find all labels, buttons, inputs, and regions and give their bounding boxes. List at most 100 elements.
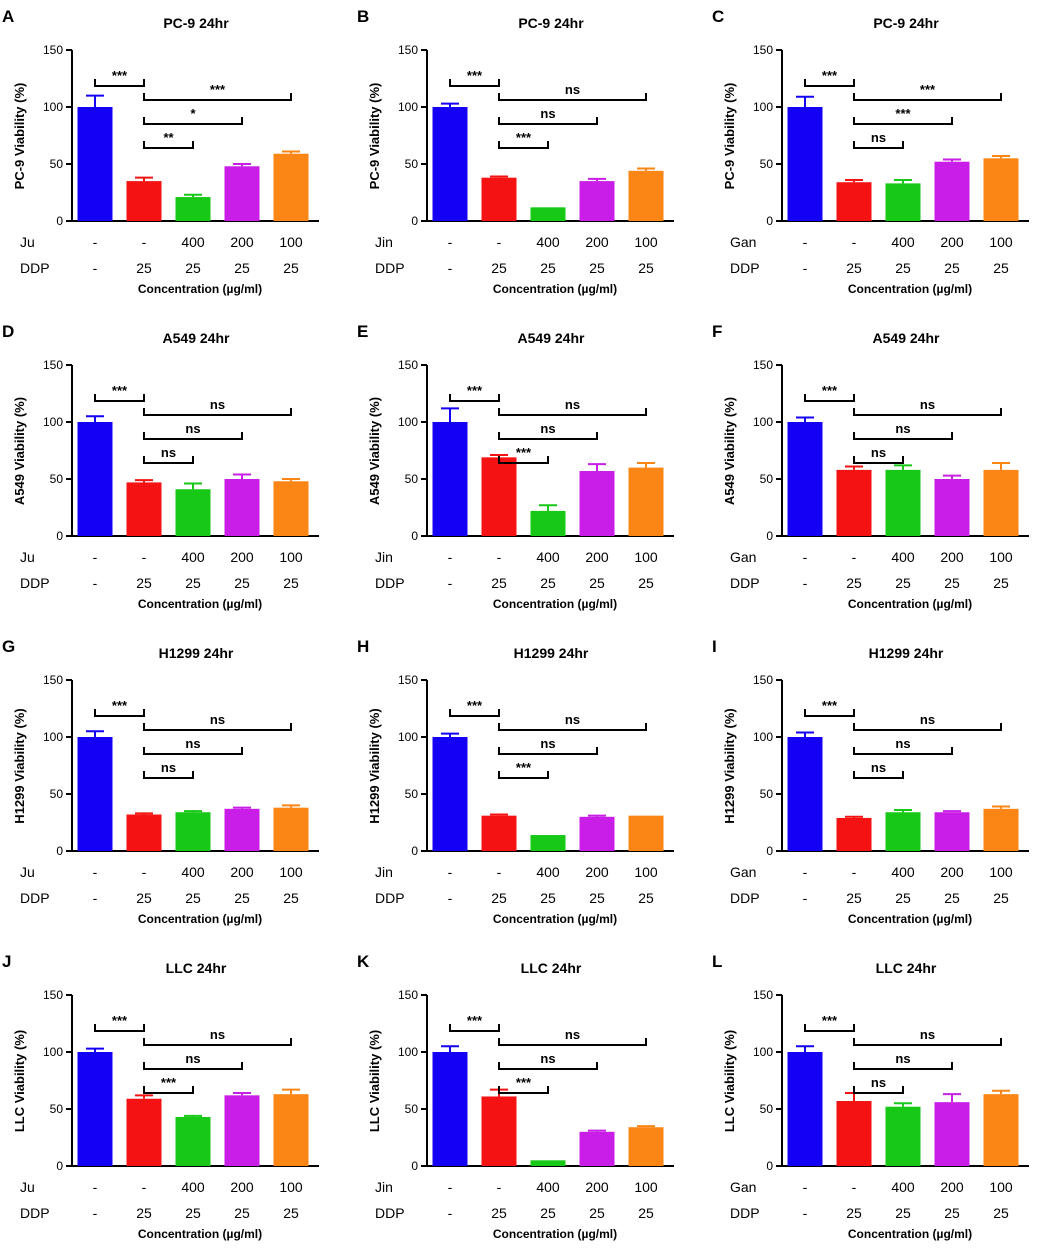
significance-label: ns: [920, 712, 935, 727]
ddp-row-label: DDP: [375, 575, 405, 591]
ddp-dose-label: 25: [895, 575, 911, 591]
ddp-dose-label: 25: [491, 1205, 507, 1221]
y-tick-label: 50: [405, 157, 419, 171]
significance-bracket: [143, 1062, 243, 1070]
significance-label: ns: [210, 397, 225, 412]
drug-dose-label: 200: [585, 864, 609, 880]
panel-label: G: [2, 637, 15, 656]
bar: [628, 815, 664, 851]
y-axis-label: PC-9 Viability (%): [722, 83, 737, 190]
bar: [934, 1102, 970, 1166]
significance-label: ns: [920, 397, 935, 412]
y-axis-label: A549 Viability (%): [367, 397, 382, 505]
panel-label: I: [712, 637, 717, 656]
drug-dose-label: 400: [891, 1179, 915, 1195]
bar: [983, 1094, 1019, 1166]
chart-title: A549 24hr: [873, 330, 940, 346]
significance-label: ns: [895, 736, 910, 751]
chart-title: A549 24hr: [163, 330, 230, 346]
drug-dose-label: 200: [940, 1179, 964, 1195]
panel-label: F: [712, 322, 722, 341]
panel-j: J LLC 24hr LLC Viability (%) 0 50 100 150 *** ns…: [2, 952, 319, 1241]
ddp-dose-label: -: [803, 890, 808, 906]
significance-label: ns: [185, 736, 200, 751]
ddp-dose-label: 25: [283, 890, 299, 906]
significance-bracket: [498, 747, 598, 755]
bar: [934, 161, 970, 221]
significance-label: ***: [822, 1013, 838, 1028]
y-tick-label: 100: [398, 415, 418, 429]
significance-label: ns: [565, 397, 580, 412]
bar: [273, 1094, 309, 1166]
bar: [836, 469, 872, 536]
drug-dose-label: 200: [230, 1179, 254, 1195]
ddp-dose-label: -: [93, 1205, 98, 1221]
ddp-dose-label: 25: [540, 575, 556, 591]
significance-label: ***: [210, 82, 226, 97]
drug-dose-label: 100: [989, 864, 1013, 880]
bar: [885, 183, 921, 221]
bar: [934, 812, 970, 851]
bar: [530, 835, 566, 851]
drug-dose-label: 400: [891, 864, 915, 880]
bar: [628, 1127, 664, 1166]
ddp-dose-label: -: [93, 575, 98, 591]
y-axis-label: A549 Viability (%): [722, 397, 737, 505]
bar: [224, 166, 260, 221]
significance-bracket: [143, 117, 243, 125]
bar: [175, 197, 211, 221]
ddp-dose-label: 25: [846, 575, 862, 591]
ddp-dose-label: 25: [283, 575, 299, 591]
drug-dose-label: -: [93, 864, 98, 880]
significance-label: *: [190, 106, 196, 121]
ddp-dose-label: -: [93, 890, 98, 906]
chart-title: A549 24hr: [518, 330, 585, 346]
significance-label: ***: [112, 698, 128, 713]
significance-label: ns: [210, 1027, 225, 1042]
bar: [787, 1052, 823, 1166]
significance-bracket: [143, 1038, 292, 1046]
drug-dose-label: -: [448, 1179, 453, 1195]
significance-bracket: [853, 93, 1002, 101]
bar: [432, 737, 468, 851]
ddp-dose-label: 25: [185, 260, 201, 276]
drug-dose-label: 200: [940, 549, 964, 565]
drug-dose-label: 400: [536, 549, 560, 565]
ddp-dose-label: 25: [540, 260, 556, 276]
ddp-dose-label: -: [93, 260, 98, 276]
significance-label: ns: [871, 1075, 886, 1090]
y-axis-label: LLC Viability (%): [12, 1030, 27, 1132]
drug-row-label: Ju: [20, 864, 35, 880]
panel-f: F A549 24hr A549 Viability (%) 0 50 100 150 ***…: [712, 322, 1029, 611]
ddp-dose-label: 25: [944, 575, 960, 591]
x-axis-label: Concentration (µg/ml): [493, 912, 617, 926]
y-tick-label: 50: [405, 787, 419, 801]
bar: [787, 737, 823, 851]
bar: [77, 1052, 113, 1166]
ddp-dose-label: -: [803, 260, 808, 276]
y-tick-label: 0: [766, 844, 773, 858]
drug-dose-label: -: [93, 1179, 98, 1195]
significance-bracket: [143, 408, 292, 416]
drug-dose-label: 400: [536, 864, 560, 880]
drug-dose-label: -: [93, 234, 98, 250]
ddp-dose-label: 25: [589, 260, 605, 276]
ddp-dose-label: 25: [993, 260, 1009, 276]
y-tick-label: 50: [760, 472, 774, 486]
ddp-dose-label: 25: [944, 1205, 960, 1221]
drug-dose-label: 400: [181, 864, 205, 880]
panel-label: K: [357, 952, 370, 971]
bar: [983, 808, 1019, 851]
y-tick-label: 0: [56, 844, 63, 858]
significance-label: ns: [565, 1027, 580, 1042]
drug-dose-label: -: [142, 549, 147, 565]
drug-dose-label: -: [497, 234, 502, 250]
ddp-row-label: DDP: [375, 1205, 405, 1221]
ddp-dose-label: -: [448, 260, 453, 276]
panel-d: D A549 24hr A549 Viability (%) 0 50 100 150 ***…: [2, 322, 319, 611]
significance-bracket: [498, 1062, 598, 1070]
bar: [787, 422, 823, 536]
bar: [273, 481, 309, 536]
y-tick-label: 0: [56, 214, 63, 228]
